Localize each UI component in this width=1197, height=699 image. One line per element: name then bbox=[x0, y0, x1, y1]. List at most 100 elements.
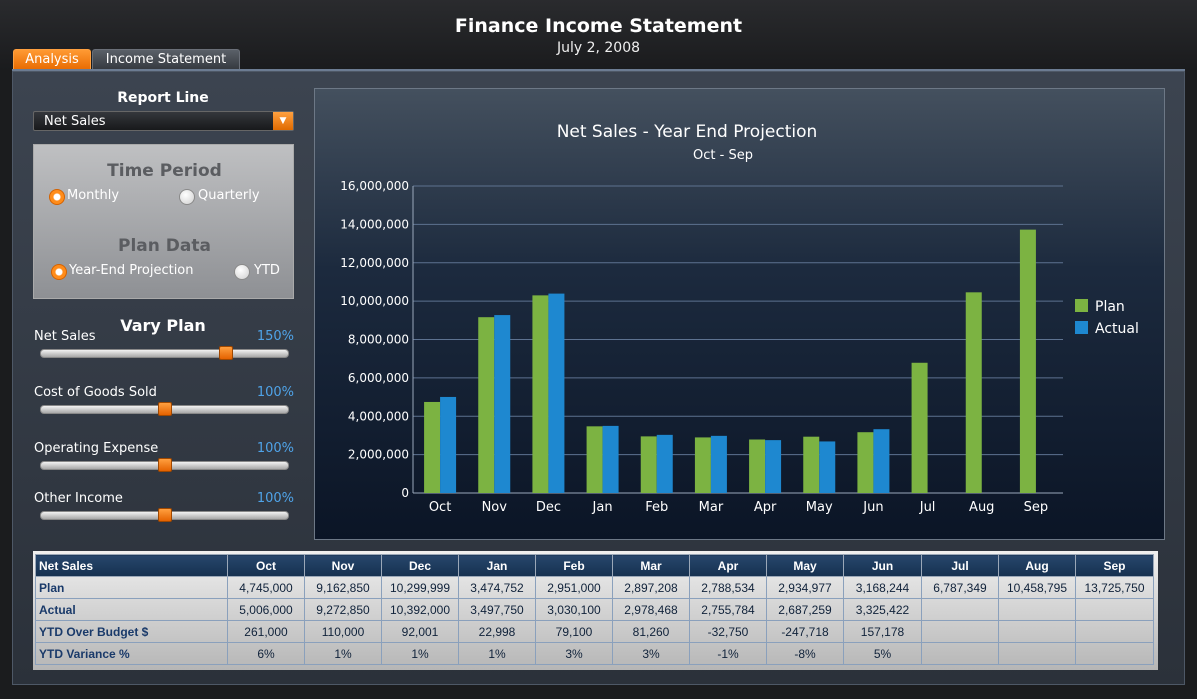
x-tick-label: Feb bbox=[645, 500, 668, 515]
legend-label-plan: Plan bbox=[1095, 299, 1125, 315]
radio-monthly[interactable] bbox=[49, 189, 65, 205]
bar-plan-jun[interactable] bbox=[857, 432, 874, 493]
table-cell: 10,299,999 bbox=[381, 576, 459, 599]
x-tick-label: May bbox=[806, 500, 833, 515]
slider-net-sales-value: 150% bbox=[256, 329, 294, 344]
table-cell: 6,787,349 bbox=[921, 576, 999, 599]
table-cell bbox=[921, 620, 999, 643]
bar-actual-dec[interactable] bbox=[548, 293, 565, 493]
slider-cogs[interactable] bbox=[40, 402, 289, 416]
report-line-value: Net Sales bbox=[44, 114, 106, 129]
col-header: Dec bbox=[381, 554, 459, 577]
table-cell: 4,745,000 bbox=[227, 576, 305, 599]
bar-plan-may[interactable] bbox=[803, 436, 820, 493]
table-cell: 3,030,100 bbox=[535, 598, 613, 621]
bar-plan-mar[interactable] bbox=[694, 437, 711, 493]
slider-net-sales[interactable] bbox=[40, 346, 289, 360]
y-tick-label: 2,000,000 bbox=[348, 448, 409, 462]
table-cell: 2,788,534 bbox=[689, 576, 767, 599]
table-body: Plan 4,745,000 9,162,850 10,299,999 3,474,75… bbox=[35, 576, 1154, 665]
y-tick-label: 4,000,000 bbox=[348, 409, 409, 423]
table-cell: 3,325,422 bbox=[843, 598, 922, 621]
app-date: July 2, 2008 bbox=[556, 40, 641, 56]
table-cell: 92,001 bbox=[381, 620, 459, 643]
bar-plan-sep[interactable] bbox=[1019, 229, 1036, 493]
x-tick-label: Jul bbox=[919, 500, 936, 515]
slider-thumb[interactable] bbox=[157, 508, 172, 522]
table-row: YTD Over Budget $261,000 110,000 92,001 22,… bbox=[35, 620, 1154, 643]
tab-analysis[interactable]: Analysis bbox=[13, 49, 91, 70]
bar-actual-apr[interactable] bbox=[765, 440, 782, 493]
table-cell bbox=[998, 598, 1076, 621]
x-tick-label: Jun bbox=[862, 500, 883, 515]
radio-year-end-projection-label: Year-End Projection bbox=[69, 263, 194, 278]
table-cell bbox=[921, 598, 999, 621]
plan-data-heading: Plan Data bbox=[118, 236, 211, 256]
radio-monthly-label: Monthly bbox=[67, 188, 120, 203]
slider-operating-expense-label: Operating Expense bbox=[34, 441, 159, 456]
table-cell: 3% bbox=[535, 642, 613, 665]
chart-legend: Plan Actual bbox=[1075, 299, 1139, 337]
vary-plan-title: Vary Plan bbox=[120, 316, 206, 335]
slider-thumb[interactable] bbox=[157, 402, 172, 416]
chart-panel: Net Sales - Year End Projection Oct - Se… bbox=[314, 88, 1165, 540]
col-header: Jun bbox=[843, 554, 922, 577]
chart-title: Net Sales - Year End Projection bbox=[557, 122, 818, 142]
app-title: Finance Income Statement bbox=[454, 15, 743, 37]
col-header: Apr bbox=[689, 554, 767, 577]
tab-divider bbox=[12, 69, 1185, 71]
radio-quarterly[interactable] bbox=[179, 189, 195, 205]
table-cell: -32,750 bbox=[689, 620, 767, 643]
bar-actual-jan[interactable] bbox=[602, 425, 619, 493]
table-cell: 79,100 bbox=[535, 620, 613, 643]
table-cell: 3,497,750 bbox=[458, 598, 536, 621]
table-cell: 6% bbox=[227, 642, 305, 665]
y-tick-label: 12,000,000 bbox=[340, 256, 409, 270]
table-cell: 2,897,208 bbox=[612, 576, 690, 599]
col-header: Oct bbox=[227, 554, 305, 577]
table-cell: 2,687,259 bbox=[766, 598, 844, 621]
table-cell: 2,978,468 bbox=[612, 598, 690, 621]
table-cell: 1% bbox=[304, 642, 382, 665]
col-header: Mar bbox=[612, 554, 690, 577]
legend-swatch-plan bbox=[1075, 299, 1088, 312]
bar-actual-jun[interactable] bbox=[873, 429, 890, 493]
x-tick-label: Oct bbox=[429, 500, 451, 515]
col-header: Feb bbox=[535, 554, 613, 577]
table-row: Plan 4,745,000 9,162,850 10,299,999 3,474,75… bbox=[35, 576, 1154, 599]
bar-plan-jul[interactable] bbox=[911, 362, 928, 493]
bar-plan-feb[interactable] bbox=[640, 436, 657, 493]
bar-actual-nov[interactable] bbox=[494, 315, 511, 493]
chevron-down-icon[interactable]: ▼ bbox=[273, 112, 293, 130]
bar-plan-dec[interactable] bbox=[532, 295, 549, 493]
slider-thumb[interactable] bbox=[157, 458, 172, 472]
legend-label-actual: Actual bbox=[1095, 321, 1139, 337]
tab-income-statement[interactable]: Income Statement bbox=[92, 49, 240, 70]
y-tick-label: 6,000,000 bbox=[348, 371, 409, 385]
table-cell bbox=[998, 642, 1076, 665]
bar-plan-apr[interactable] bbox=[749, 439, 766, 493]
y-tick-label: 14,000,000 bbox=[340, 217, 409, 231]
bar-actual-oct[interactable] bbox=[440, 396, 457, 493]
table-cell: 3,168,244 bbox=[843, 576, 922, 599]
bar-actual-feb[interactable] bbox=[656, 434, 673, 493]
bar-actual-may[interactable] bbox=[819, 441, 836, 493]
radio-ytd[interactable] bbox=[234, 264, 250, 280]
slider-thumb[interactable] bbox=[219, 346, 234, 360]
x-tick-label: Aug bbox=[969, 500, 994, 515]
y-tick-label: 16,000,000 bbox=[340, 179, 409, 193]
table-corner-header: Net Sales bbox=[35, 554, 228, 577]
report-line-select[interactable]: Net Sales ▼ bbox=[33, 111, 294, 131]
radio-year-end-projection[interactable] bbox=[51, 264, 67, 280]
bar-plan-jan[interactable] bbox=[586, 426, 603, 493]
bar-actual-mar[interactable] bbox=[710, 435, 727, 493]
bar-plan-oct[interactable] bbox=[424, 401, 441, 493]
slider-operating-expense[interactable] bbox=[40, 458, 289, 472]
table-cell bbox=[1075, 598, 1154, 621]
bar-plan-nov[interactable] bbox=[478, 317, 495, 493]
table-cell: 10,392,000 bbox=[381, 598, 459, 621]
y-tick-label: 8,000,000 bbox=[348, 333, 409, 347]
slider-other-income[interactable] bbox=[40, 508, 289, 522]
bar-plan-aug[interactable] bbox=[965, 292, 982, 493]
table-cell bbox=[921, 642, 999, 665]
